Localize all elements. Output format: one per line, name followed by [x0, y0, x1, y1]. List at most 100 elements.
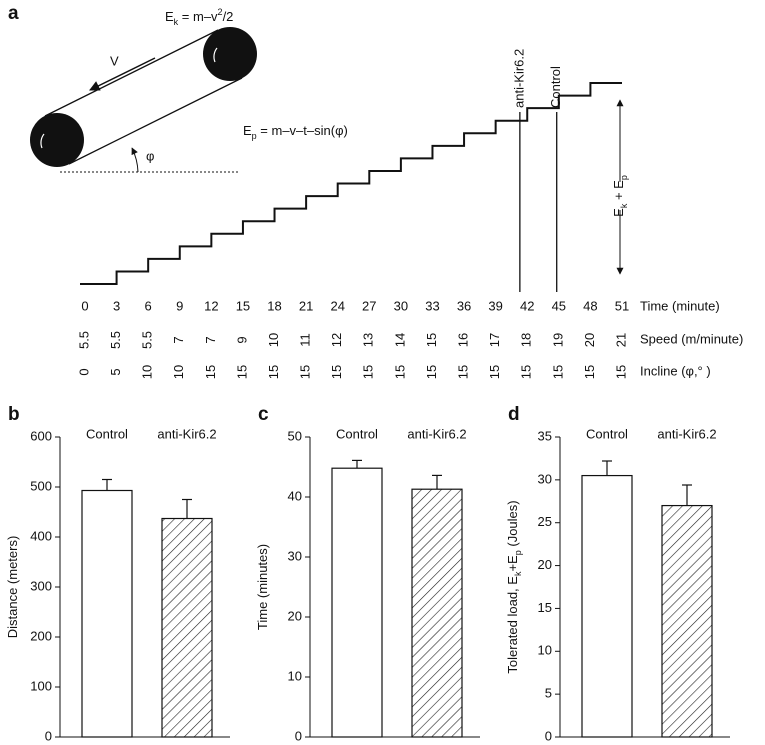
speed-value: 16	[455, 333, 470, 347]
protocol-steps	[80, 82, 622, 285]
marker-label: anti-Kir6.2	[511, 49, 526, 108]
category-label: anti-Kir6.2	[157, 426, 216, 441]
incline-value: 15	[298, 365, 313, 379]
bar	[661, 504, 713, 738]
panel-letter: b	[8, 404, 20, 425]
y-tick-label: 10	[538, 643, 552, 658]
incline-value: 10	[171, 365, 186, 379]
category-label: Control	[336, 426, 378, 441]
load-label: Ek + Ep	[611, 175, 629, 217]
bar	[81, 489, 133, 738]
category-label: anti-Kir6.2	[657, 426, 716, 441]
y-axis-label-part: Time (minutes)	[255, 544, 270, 630]
y-axis-label: Tolerated load, Ek+Ep (Joules)	[505, 500, 523, 673]
panel-letter: c	[258, 404, 269, 425]
incline-value: 15	[582, 365, 597, 379]
y-axis-label: Distance (meters)	[5, 536, 20, 639]
incline-value: 15	[392, 365, 407, 379]
y-tick-label: 20	[288, 608, 302, 623]
speed-value: 10	[266, 333, 281, 347]
x-tick-label: 21	[299, 298, 313, 313]
incline-value: 15	[424, 365, 439, 379]
incline-value: 15	[234, 365, 249, 379]
speed-value: 5.5	[108, 331, 123, 349]
speed-value: 15	[424, 333, 439, 347]
x-tick-label: 6	[145, 298, 152, 313]
y-tick-label: 400	[30, 528, 52, 543]
incline-value: 15	[613, 365, 628, 379]
y-tick-label: 40	[288, 488, 302, 503]
speed-value: 5.5	[76, 331, 91, 349]
y-tick-label: 100	[30, 678, 52, 693]
x-tick-label: 12	[204, 298, 218, 313]
x-tick-label: 9	[176, 298, 183, 313]
y-axis-label-part: Distance (meters)	[5, 536, 20, 639]
panel-letter: a	[8, 3, 19, 24]
bar	[581, 474, 633, 738]
y-axis-label-part: +E	[505, 555, 520, 572]
y-axis-label-part: (Joules)	[505, 500, 520, 550]
x-tick-label: 27	[362, 298, 376, 313]
x-tick-label: 33	[425, 298, 439, 313]
incline-value: 15	[550, 365, 565, 379]
ep-formula: Ep = m–v–t–sin(φ)	[243, 123, 348, 141]
speed-value: 5.5	[140, 331, 155, 349]
speed-value: 7	[203, 336, 218, 343]
speed-value: 18	[519, 333, 534, 347]
y-axis-label-part: k	[513, 571, 523, 576]
y-tick-label: 200	[30, 628, 52, 643]
category-label: anti-Kir6.2	[407, 426, 466, 441]
speed-value: 12	[329, 333, 344, 347]
incline-value: 15	[361, 365, 376, 379]
speed-value: 14	[392, 333, 407, 347]
y-tick-label: 600	[30, 428, 52, 443]
incline-value: 15	[266, 365, 281, 379]
y-tick-label: 0	[295, 728, 302, 743]
marker-label: Control	[548, 66, 563, 108]
speed-value: 21	[613, 333, 628, 347]
y-tick-label: 50	[288, 428, 302, 443]
speed-label: Speed (m/minute)	[640, 331, 743, 346]
y-tick-label: 20	[538, 557, 552, 572]
y-tick-label: 15	[538, 600, 552, 615]
x-tick-label: 3	[113, 298, 120, 313]
x-tick-label: 30	[394, 298, 408, 313]
x-tick-label: 51	[615, 298, 629, 313]
angle-label: φ	[146, 148, 154, 163]
speed-value: 19	[550, 333, 565, 347]
x-tick-label: 39	[488, 298, 502, 313]
y-tick-label: 300	[30, 578, 52, 593]
y-tick-label: 500	[30, 478, 52, 493]
treadmill	[30, 27, 257, 173]
speed-value: 17	[487, 333, 502, 347]
y-tick-label: 5	[545, 686, 552, 701]
x-tick-label: 36	[457, 298, 471, 313]
y-axis-label-part: p	[513, 550, 523, 555]
x-tick-label: 18	[267, 298, 281, 313]
incline-value: 15	[203, 365, 218, 379]
x-tick-label: 45	[552, 298, 566, 313]
x-tick-label: 42	[520, 298, 534, 313]
incline-value: 5	[108, 368, 123, 375]
speed-value: 13	[361, 333, 376, 347]
y-tick-label: 10	[288, 668, 302, 683]
y-tick-label: 30	[538, 471, 552, 486]
y-tick-label: 35	[538, 428, 552, 443]
x-tick-label: 48	[583, 298, 597, 313]
y-tick-label: 0	[545, 728, 552, 743]
ek-formula: Ek = m–v2/2	[165, 7, 233, 27]
y-axis-label-part: Tolerated load, E	[505, 576, 520, 674]
bar	[331, 467, 383, 738]
y-tick-label: 30	[288, 548, 302, 563]
category-label: Control	[86, 426, 128, 441]
x-tick-label: 15	[236, 298, 250, 313]
bar	[161, 517, 213, 738]
bar	[411, 488, 463, 738]
incline-value: 15	[519, 365, 534, 379]
speed-value: 9	[234, 336, 249, 343]
incline-value: 15	[487, 365, 502, 379]
incline-value: 15	[329, 365, 344, 379]
speed-value: 7	[171, 336, 186, 343]
x-tick-label: 0	[81, 298, 88, 313]
incline-value: 0	[76, 368, 91, 375]
